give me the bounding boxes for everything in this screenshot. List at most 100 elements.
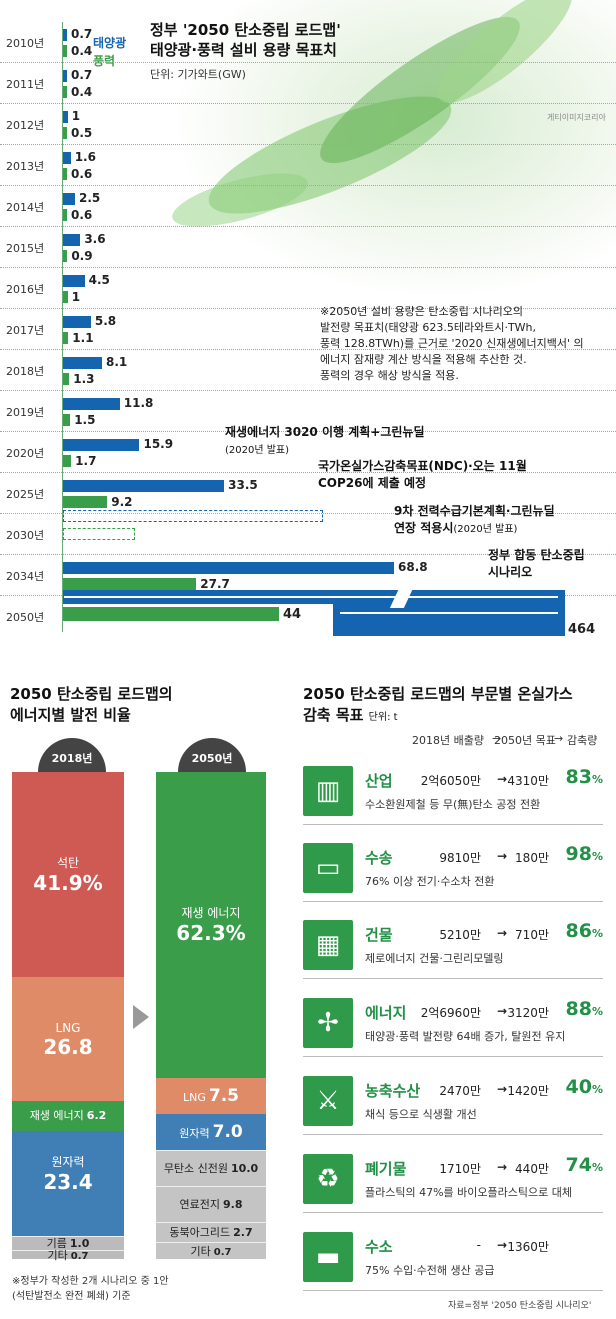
segment-value: 41.9% — [33, 871, 103, 895]
sector-2018: 9810만 — [439, 851, 481, 865]
mix-column-2018: 석탄 41.9% LNG 26.8 재생 에너지 6.2 원자력 23.4 기름 1.0 기타 0.7 — [12, 772, 124, 1262]
percent-sign: % — [591, 1161, 603, 1174]
chart-title: 정부 '2050 탄소중립 로드맵' 태양광·풍력 설비 용량 목표치 — [150, 21, 341, 59]
sector-divider — [303, 1056, 603, 1057]
mix-segment: 석탄 41.9% — [12, 772, 124, 977]
year-label-2019년: 2019년 — [6, 406, 45, 419]
value-solar-2017년: 5.8 — [94, 314, 117, 328]
sector-reduction: 88% — [565, 998, 603, 1020]
sector-title: 2050 탄소중립 로드맵의 부문별 온실가스 감축 목표 단위: t — [303, 685, 573, 724]
sector-header-reduction: 감축량 — [567, 734, 598, 747]
segment-label: LNG — [182, 1091, 206, 1104]
sector-2050: 3120만 — [507, 1006, 549, 1020]
sector-divider — [303, 1290, 603, 1291]
bar-wind-2013년 — [63, 168, 67, 180]
segment-value: 1.0 — [69, 1237, 90, 1250]
mix-segment: 원자력 23.4 — [12, 1131, 124, 1236]
value-solar-2050: 464 — [568, 622, 596, 637]
mix-segment: 동북아그리드 2.7 — [156, 1222, 266, 1242]
sector-arrow: → — [497, 1160, 508, 1174]
bar-wind-2015년 — [63, 250, 68, 262]
ship-icon: ▬ — [303, 1232, 353, 1282]
value-solar-2034년: 68.8 — [398, 560, 428, 574]
sector-2018: 5210만 — [439, 928, 481, 942]
sector-reduction: 86% — [565, 920, 603, 942]
value-wind-2034년: 27.7 — [200, 577, 230, 591]
row-divider — [0, 431, 616, 432]
y-axis-line — [62, 22, 63, 632]
sector-name: 폐기물 — [365, 1160, 407, 1178]
mix-segment: 재생 에너지 62.3% — [156, 772, 266, 1078]
sector-name: 농축수산 — [365, 1082, 421, 1100]
bar-wind-2017년 — [63, 332, 69, 344]
building-icon: ▦ — [303, 920, 353, 970]
row-divider — [0, 308, 616, 309]
segment-value: 0.7 — [70, 1251, 89, 1262]
segment-label: LNG — [55, 1021, 81, 1035]
row-divider — [0, 185, 616, 186]
segment-value: 2.7 — [233, 1226, 253, 1239]
legend-wind: 풍력 — [93, 54, 116, 68]
arrow-right-icon — [133, 1005, 149, 1029]
percent-sign: % — [591, 1083, 603, 1096]
year-label-2016년: 2016년 — [6, 283, 45, 296]
sector-header-2018: 2018년 배출량 — [412, 734, 484, 747]
segment-label: 재생 에너지 — [181, 906, 241, 920]
sector-name: 건물 — [365, 926, 393, 944]
sector-divider — [303, 1212, 603, 1213]
value-wind-2014년: 0.6 — [71, 208, 93, 222]
sector-description: 채식 등으로 식생활 개선 — [365, 1108, 477, 1121]
mix-segment: 기름 1.0 — [12, 1236, 124, 1250]
sector-description: 76% 이상 전기·수소차 전환 — [365, 875, 495, 888]
percent-sign: % — [591, 850, 603, 863]
row-divider — [0, 349, 616, 350]
sector-description: 플라스틱의 47%를 바이오플라스틱으로 대체 — [365, 1186, 572, 1199]
year-label-2030년: 2030년 — [6, 529, 45, 542]
bar-solar-2011년 — [63, 70, 67, 82]
bar-solar-2012년 — [63, 111, 68, 123]
year-label-2015년: 2015년 — [6, 242, 45, 255]
sector-2050: 1420만 — [507, 1084, 549, 1098]
sector-row-2: ▦ 건물 5210만 → 710만 86% 제로에너지 건물·그린리모델링 — [303, 920, 603, 992]
value-wind-2025년: 9.2 — [111, 495, 133, 509]
value-wind-2011년: 0.4 — [71, 85, 93, 99]
segment-label: 무탄소 신전원 — [163, 1162, 229, 1175]
sector-row-3: ✢ 에너지 2억6960만 → 3120만 88% 태양광·풍력 발전량 64배 증가, 탈… — [303, 998, 603, 1070]
recycle-icon: ♻ — [303, 1154, 353, 1204]
bar-solar-2020년 — [63, 439, 140, 451]
sector-name: 수소 — [365, 1238, 393, 1256]
value-solar-2015년: 3.6 — [84, 232, 106, 246]
annotation-2020: 재생에너지 3020 이행 계획+그린뉴딜 (2020년 발표) — [225, 425, 425, 456]
bar-wind-2050 — [63, 607, 279, 621]
row-divider — [0, 62, 616, 63]
sector-2050: 4310만 — [507, 774, 549, 788]
value-wind-2050: 44 — [283, 607, 302, 622]
sector-name: 수송 — [365, 849, 393, 867]
bus-icon: ▭ — [303, 843, 353, 893]
cutlery-icon: ⚔ — [303, 1076, 353, 1126]
sector-reduction: 98% — [565, 843, 603, 865]
mix-segment: 원자력 7.0 — [156, 1114, 266, 1150]
value-solar-2012년: 1 — [71, 109, 81, 123]
bar-wind-2019년 — [63, 414, 71, 426]
sector-arrow: → — [497, 849, 508, 863]
bar-wind-2014년 — [63, 209, 67, 221]
segment-value: 23.4 — [43, 1170, 93, 1194]
value-wind-2020년: 1.7 — [75, 454, 97, 468]
segment-value: 7.0 — [212, 1122, 243, 1142]
value-solar-2011년: 0.7 — [71, 68, 93, 82]
sector-arrow: → — [497, 1238, 508, 1252]
segment-label: 연료전지 — [179, 1198, 220, 1211]
mix-segment: 무탄소 신전원 10.0 — [156, 1150, 266, 1186]
bar-break-line — [340, 612, 558, 614]
sector-row-1: ▭ 수송 9810만 → 180만 98% 76% 이상 전기·수소차 전환 — [303, 843, 603, 915]
bar-solar-2034년 — [63, 562, 394, 574]
bar-solar-2010년 — [63, 29, 67, 41]
bar-wind-2010년 — [63, 45, 67, 57]
sector-2018: 2억6960만 — [420, 1006, 481, 1020]
value-wind-2016년: 1 — [71, 290, 81, 304]
value-wind-2017년: 1.1 — [72, 331, 94, 345]
mix-title: 2050 탄소중립 로드맵의 에너지별 발전 비율 — [10, 685, 173, 724]
sector-header-2050: 2050년 목표 — [494, 734, 556, 747]
mix-segment: 기타 0.7 — [12, 1250, 124, 1262]
